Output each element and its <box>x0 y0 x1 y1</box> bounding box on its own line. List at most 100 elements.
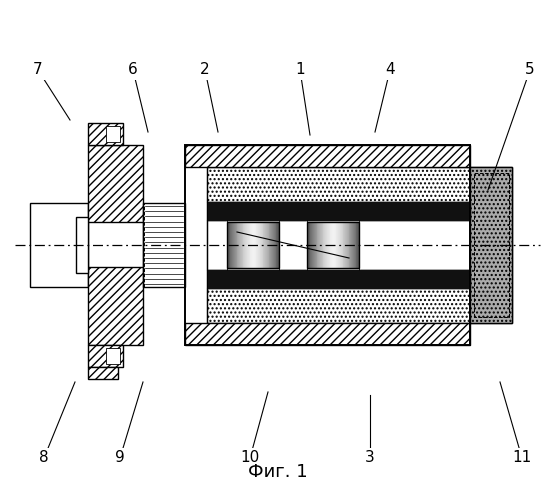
Bar <box>307 222 309 268</box>
Text: 4: 4 <box>385 62 395 78</box>
Bar <box>256 222 257 268</box>
Bar <box>307 222 359 268</box>
Bar <box>207 288 470 323</box>
Bar <box>30 203 88 287</box>
Bar <box>265 222 266 268</box>
Text: 7: 7 <box>33 62 43 78</box>
Bar <box>314 222 315 268</box>
Bar <box>351 222 353 268</box>
Bar <box>246 222 247 268</box>
Bar <box>324 222 325 268</box>
Text: 11: 11 <box>512 450 531 466</box>
Bar <box>344 222 346 268</box>
Bar <box>339 222 340 268</box>
Bar <box>267 222 268 268</box>
Bar <box>207 202 470 220</box>
Bar <box>264 222 266 268</box>
Bar <box>241 222 242 268</box>
Bar <box>350 222 351 268</box>
Bar <box>268 222 270 268</box>
Text: 6: 6 <box>128 62 138 78</box>
Bar <box>185 323 470 345</box>
Bar <box>276 222 278 268</box>
Bar <box>313 222 315 268</box>
Bar <box>229 222 230 268</box>
Bar <box>227 222 228 268</box>
Bar <box>88 345 123 367</box>
Bar <box>330 222 331 268</box>
Bar <box>262 222 264 268</box>
Bar <box>185 145 470 345</box>
Bar <box>231 222 233 268</box>
Bar <box>355 222 357 268</box>
Bar <box>345 222 346 268</box>
Bar <box>270 222 272 268</box>
Bar <box>253 222 255 268</box>
Bar <box>268 222 269 268</box>
Bar <box>106 126 120 142</box>
Bar <box>329 222 330 268</box>
Bar <box>258 222 260 268</box>
Bar <box>338 222 340 268</box>
Bar <box>251 222 252 268</box>
Bar <box>347 222 348 268</box>
Bar <box>316 222 317 268</box>
Bar <box>336 222 338 268</box>
Bar <box>357 222 359 268</box>
Bar <box>257 222 258 268</box>
Bar <box>274 222 275 268</box>
Bar <box>143 203 185 287</box>
Bar <box>308 222 309 268</box>
Bar <box>328 222 329 268</box>
Bar <box>233 222 234 268</box>
Bar <box>343 222 344 268</box>
Bar <box>311 222 312 268</box>
Bar <box>207 270 470 288</box>
Bar <box>245 222 247 268</box>
Bar <box>332 222 334 268</box>
Bar <box>185 145 470 167</box>
Bar <box>277 222 278 268</box>
Bar <box>232 222 233 268</box>
Bar <box>261 222 262 268</box>
Bar <box>355 222 356 268</box>
Bar <box>271 222 272 268</box>
Bar <box>251 222 253 268</box>
Bar <box>243 222 245 268</box>
Bar <box>254 222 255 268</box>
Bar <box>207 220 470 270</box>
Bar <box>356 222 358 268</box>
Bar <box>234 222 235 268</box>
Bar <box>352 222 354 268</box>
Bar <box>470 167 512 323</box>
Bar <box>247 222 248 268</box>
Bar <box>326 222 328 268</box>
Bar <box>331 222 333 268</box>
Text: 3: 3 <box>365 450 375 466</box>
Bar <box>346 222 348 268</box>
Bar <box>325 222 326 268</box>
Bar <box>256 222 258 268</box>
Bar <box>88 145 143 345</box>
Bar <box>317 222 319 268</box>
Bar <box>235 222 236 268</box>
Bar <box>273 222 274 268</box>
Bar <box>248 222 249 268</box>
Text: 8: 8 <box>39 450 49 466</box>
Bar <box>239 222 241 268</box>
Bar <box>243 222 244 268</box>
Bar <box>262 222 263 268</box>
Bar <box>260 222 261 268</box>
Bar <box>321 222 323 268</box>
Text: 2: 2 <box>200 62 210 78</box>
Bar <box>88 123 123 145</box>
Bar <box>255 222 256 268</box>
Bar <box>106 348 120 364</box>
Bar <box>248 222 250 268</box>
Bar <box>236 222 237 268</box>
Text: 9: 9 <box>115 450 125 466</box>
Bar <box>237 222 238 268</box>
Text: 1: 1 <box>295 62 305 78</box>
Bar <box>316 222 318 268</box>
Bar <box>470 167 512 323</box>
